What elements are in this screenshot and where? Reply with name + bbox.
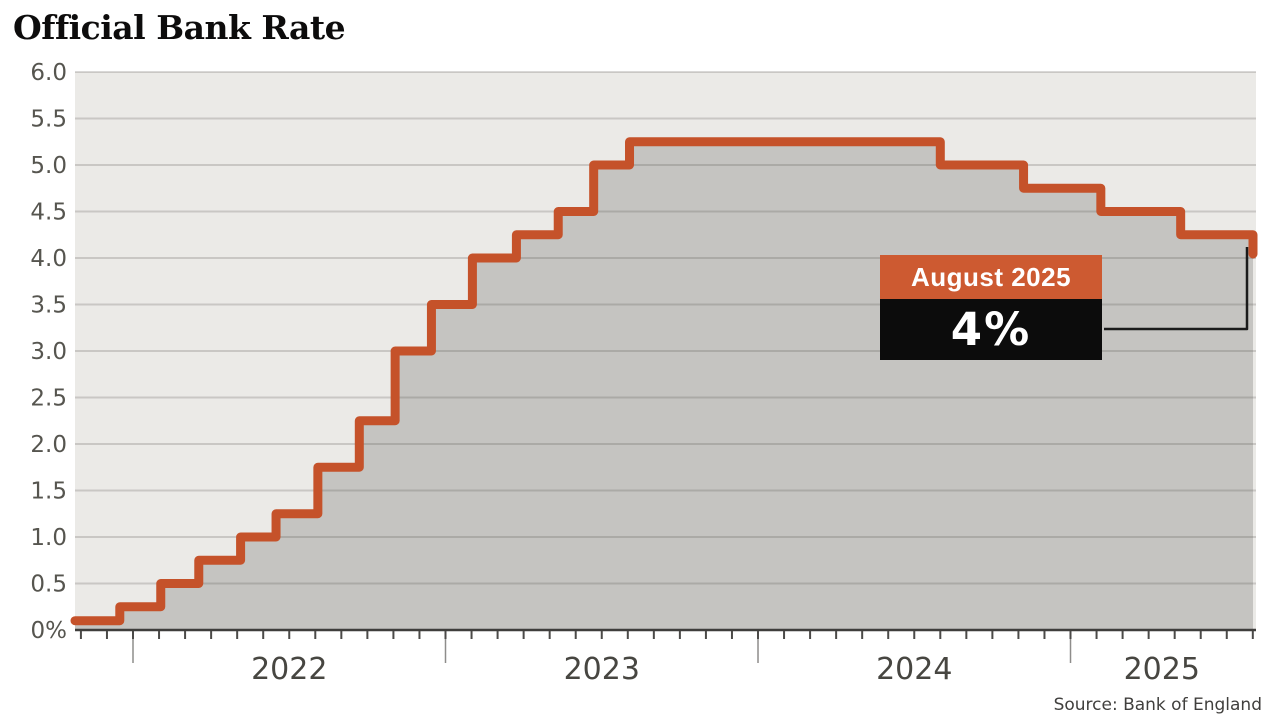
callout-connector [1104, 247, 1249, 331]
y-axis-label: 3.0 [30, 339, 67, 365]
y-axis-label: 6.0 [30, 60, 67, 86]
y-axis-label: 1.0 [30, 525, 67, 551]
source-credit: Source: Bank of England [1053, 695, 1262, 715]
y-axis-label: 5.0 [30, 153, 67, 179]
callout-date-label: August 2025 [880, 255, 1102, 299]
y-axis-label: 4.5 [30, 200, 67, 226]
rate-line [70, 137, 1258, 626]
y-axis-label: 4.0 [30, 246, 67, 272]
callout-rate-value: 4% [880, 299, 1102, 360]
y-axis-label: 3.5 [30, 293, 67, 319]
y-axis-label: 2.5 [30, 386, 67, 412]
year-label: 2025 [1124, 652, 1200, 687]
y-axis-label: 1.5 [30, 479, 67, 505]
rate-callout: August 2025 4% [880, 255, 1102, 360]
y-axis-label: 2.0 [30, 432, 67, 458]
year-label: 2023 [564, 652, 640, 687]
y-axis-label: 0.5 [30, 572, 67, 598]
year-label: 2022 [251, 652, 327, 687]
y-axis-label: 5.5 [30, 107, 67, 133]
year-label: 2024 [876, 652, 952, 687]
y-axis-label: 0% [31, 618, 68, 644]
chart-title: Official Bank Rate [13, 8, 346, 47]
